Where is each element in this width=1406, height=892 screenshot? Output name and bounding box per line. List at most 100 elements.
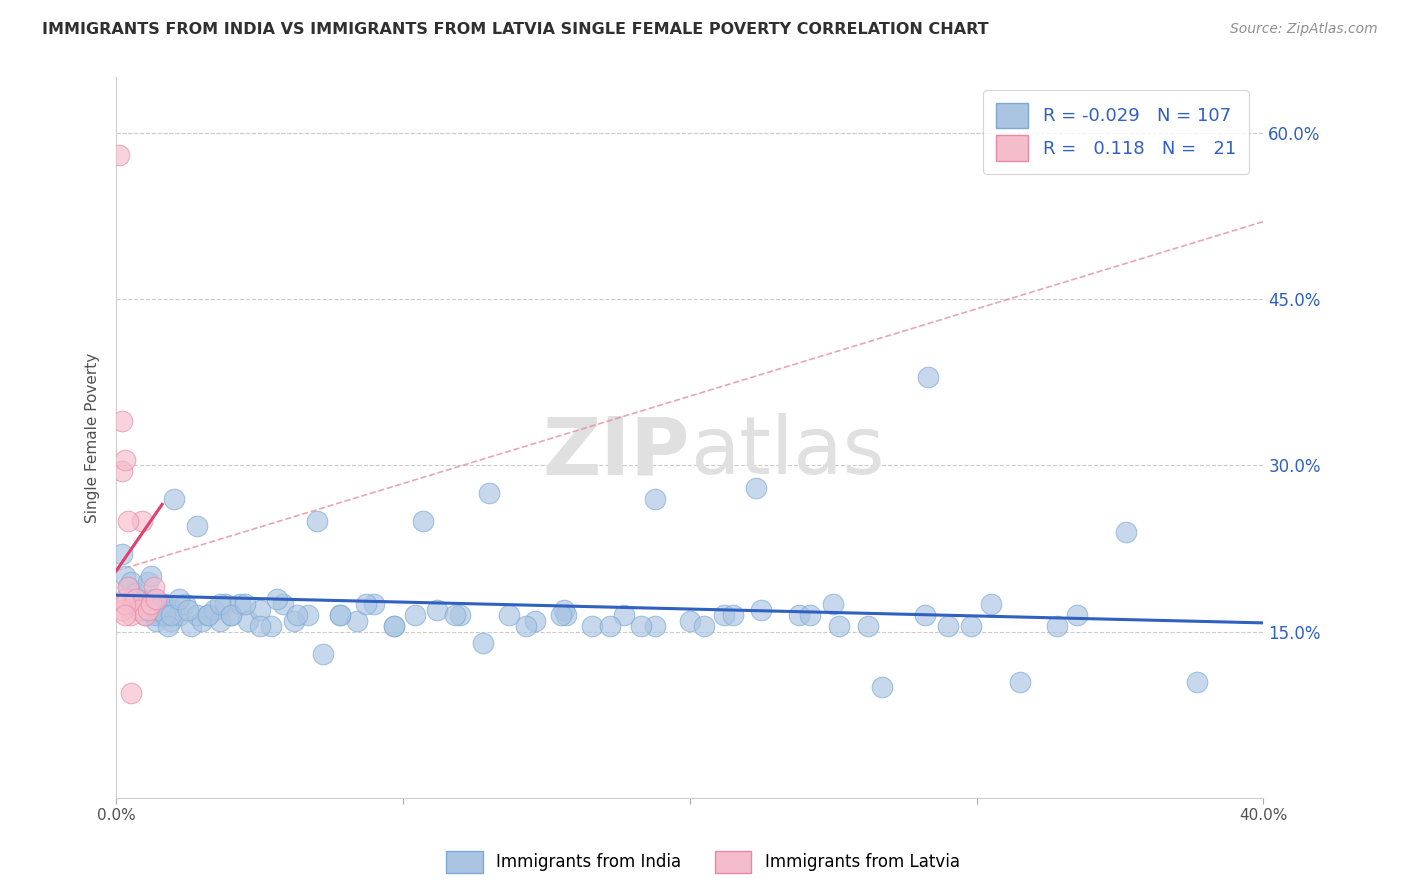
Point [134,608,156,623]
Point [478,486,501,500]
Point [426,602,449,616]
Point [136,602,159,616]
Point [644,491,666,506]
Point [153,608,176,623]
Point [260,619,283,633]
Point [980,597,1002,611]
Point [581,619,603,633]
Point [693,619,716,633]
Point [131,602,153,616]
Point [208,614,231,628]
Point [354,597,377,611]
Legend: Immigrants from India, Immigrants from Latvia: Immigrants from India, Immigrants from L… [440,845,966,880]
Point [305,514,328,528]
Legend: R = -0.029   N = 107, R =   0.118   N =   21: R = -0.029 N = 107, R = 0.118 N = 21 [983,90,1249,174]
Point [111,547,134,561]
Point [117,581,139,595]
Point [159,608,181,623]
Point [1187,674,1209,689]
Point [114,569,136,583]
Point [384,619,406,633]
Point [122,591,145,606]
Point [219,608,242,623]
Point [120,608,142,623]
Point [870,680,893,694]
Point [856,619,879,633]
Point [120,574,142,589]
Point [472,636,495,650]
Point [914,608,936,623]
Point [384,619,406,633]
Point [799,608,821,623]
Point [1066,608,1088,623]
Point [117,514,139,528]
Point [363,597,385,611]
Point [197,608,219,623]
Point [142,602,165,616]
Text: ZIP: ZIP [543,413,690,491]
Point [122,597,145,611]
Point [162,602,184,616]
Point [148,602,170,616]
Point [283,614,305,628]
Point [219,608,242,623]
Point [177,602,200,616]
Point [713,608,735,623]
Point [679,614,702,628]
Point [111,414,134,428]
Point [186,519,208,533]
Point [111,464,134,478]
Point [145,608,167,623]
Point [630,619,652,633]
Point [191,614,214,628]
Point [114,591,136,606]
Point [214,597,236,611]
Point [959,619,981,633]
Point [128,597,150,611]
Point [125,591,148,606]
Point [197,608,219,623]
Point [266,591,288,606]
Point [443,608,465,623]
Point [523,614,546,628]
Point [208,597,231,611]
Point [613,608,636,623]
Point [297,608,319,623]
Point [828,619,851,633]
Point [449,608,471,623]
Point [721,608,744,623]
Point [346,614,368,628]
Text: atlas: atlas [690,413,884,491]
Point [787,608,810,623]
Point [498,608,520,623]
Point [1008,674,1031,689]
Point [644,619,666,633]
Point [174,597,197,611]
Point [134,597,156,611]
Point [745,481,768,495]
Point [148,602,170,616]
Point [515,619,537,633]
Point [1115,524,1137,539]
Point [145,614,167,628]
Point [238,614,260,628]
Point [1046,619,1069,633]
Point [114,608,136,623]
Point [142,581,165,595]
Point [555,608,578,623]
Point [404,608,426,623]
Point [156,619,179,633]
Point [550,608,572,623]
Point [169,591,191,606]
Point [412,514,434,528]
Point [271,597,294,611]
Point [136,597,159,611]
Point [114,453,136,467]
Point [131,514,153,528]
Point [153,597,176,611]
Point [108,148,131,162]
Point [249,619,271,633]
Point [125,586,148,600]
Point [180,619,202,633]
Point [142,591,165,606]
